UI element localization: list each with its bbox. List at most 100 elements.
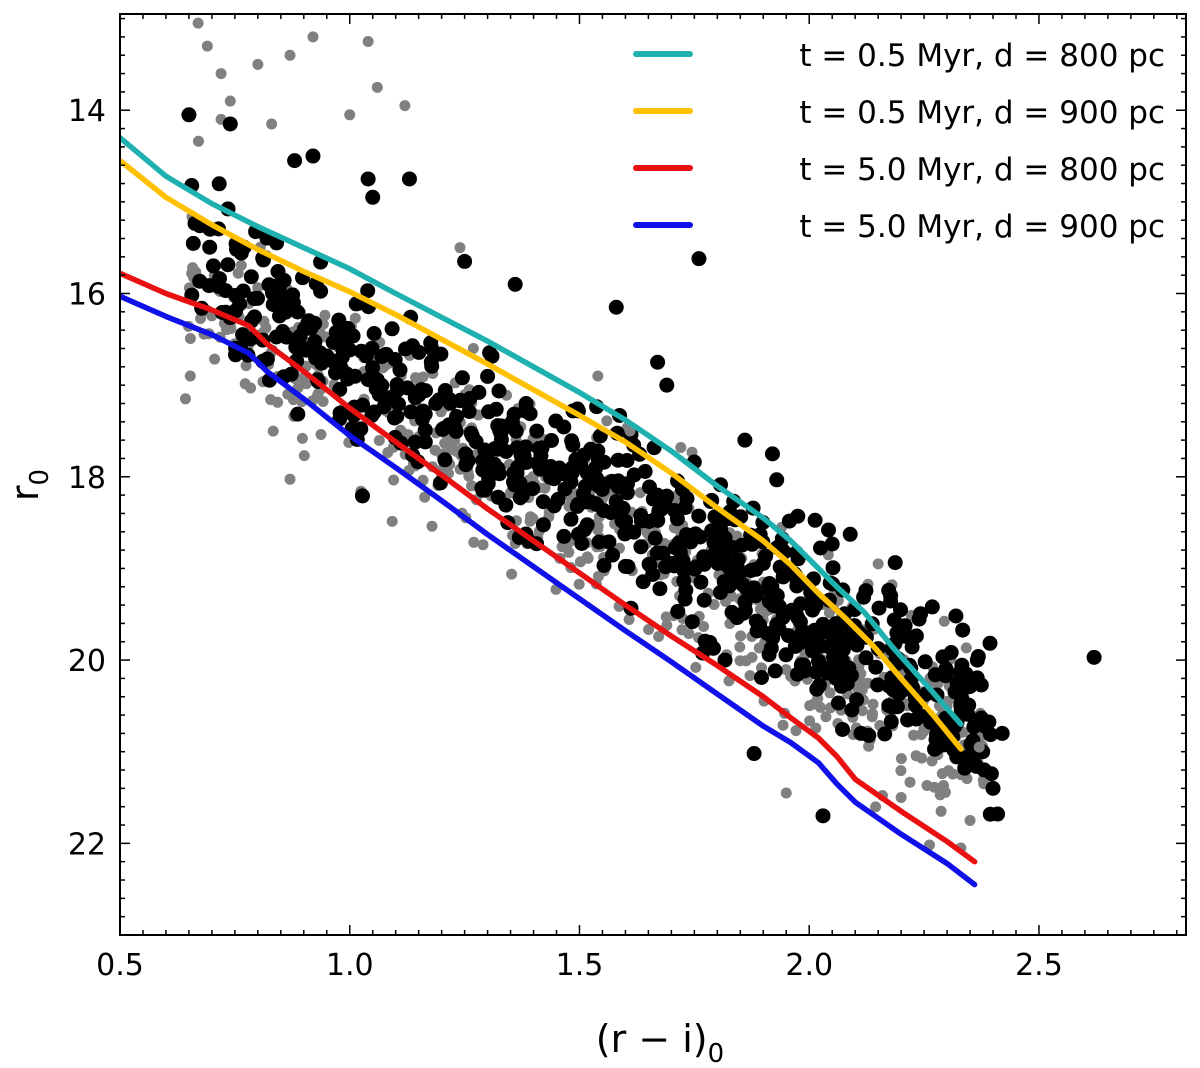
scatter-point-gray bbox=[266, 118, 278, 130]
scatter-point-gray bbox=[643, 624, 655, 635]
y-tick-label: 22 bbox=[68, 827, 106, 862]
scatter-point-black bbox=[308, 350, 324, 366]
scatter-point-black bbox=[781, 513, 797, 529]
scatter-point-black bbox=[441, 391, 457, 407]
scatter-point-gray bbox=[804, 715, 816, 727]
scatter-point-gray bbox=[575, 556, 586, 568]
scatter-point-gray bbox=[180, 393, 191, 405]
scatter-point-gray bbox=[245, 382, 257, 394]
scatter-point-black bbox=[531, 440, 547, 456]
scatter-point-black bbox=[881, 678, 897, 694]
scatter-point-black bbox=[955, 622, 971, 638]
scatter-point-black bbox=[366, 326, 382, 341]
scatter-point-black bbox=[211, 176, 227, 192]
scatter-point-black bbox=[696, 549, 712, 565]
scatter-point-gray bbox=[870, 801, 882, 813]
scatter-point-black bbox=[858, 650, 874, 666]
scatter-point-gray bbox=[726, 590, 738, 602]
scatter-point-gray bbox=[195, 313, 207, 324]
scatter-point-gray bbox=[872, 558, 884, 570]
x-tick-label: 2.0 bbox=[785, 948, 833, 983]
scatter-point-black bbox=[364, 340, 380, 356]
scatter-point-black bbox=[243, 269, 259, 285]
scatter-point-black bbox=[737, 595, 753, 611]
scatter-point-black bbox=[743, 563, 759, 578]
scatter-point-black bbox=[792, 635, 808, 651]
scatter-point-gray bbox=[744, 670, 756, 682]
scatter-point-black bbox=[825, 560, 841, 576]
series-line-3 bbox=[120, 270, 978, 865]
scatter-point-gray bbox=[193, 135, 204, 147]
scatter-point-gray bbox=[466, 480, 477, 492]
scatter-point-black bbox=[641, 556, 657, 572]
scatter-point-black bbox=[830, 695, 846, 711]
scatter-point-black bbox=[605, 547, 620, 563]
scatter-point-black bbox=[935, 649, 951, 665]
scatter-point-black bbox=[952, 664, 968, 680]
scatter-point-black bbox=[889, 625, 905, 641]
scatter-point-black bbox=[457, 253, 473, 269]
scatter-point-black bbox=[769, 472, 785, 488]
scatter-point-black bbox=[929, 727, 944, 742]
scatter-point-black bbox=[484, 348, 500, 364]
scatter-point-gray bbox=[362, 35, 374, 47]
scatter-point-black bbox=[588, 459, 604, 475]
scatter-point-gray bbox=[287, 394, 299, 406]
scatter-point-black bbox=[808, 597, 824, 613]
scatter-point-black bbox=[301, 313, 317, 329]
scatter-point-black bbox=[887, 555, 903, 571]
scatter-point-black bbox=[615, 500, 631, 516]
scatter-point-gray bbox=[252, 58, 264, 70]
scatter-point-black bbox=[813, 638, 829, 654]
scatter-point-gray bbox=[740, 655, 752, 667]
scatter-point-black bbox=[843, 667, 859, 683]
scatter-point-black bbox=[579, 517, 595, 533]
scatter-point-black bbox=[403, 404, 419, 420]
scatter-point-black bbox=[990, 806, 1006, 822]
scatter-point-black bbox=[490, 418, 506, 434]
scatter-point-black bbox=[886, 612, 902, 628]
scatter-point-black bbox=[474, 480, 490, 496]
scatter-point-gray bbox=[780, 664, 792, 676]
scatter-point-black bbox=[355, 488, 370, 504]
scatter-point-black bbox=[659, 488, 675, 504]
scatter-cloud-black bbox=[184, 176, 999, 822]
scatter-point-black bbox=[564, 433, 580, 449]
scatter-point-gray bbox=[467, 343, 479, 354]
scatter-point-black bbox=[220, 257, 236, 273]
scatter-point-black bbox=[323, 352, 339, 368]
scatter-point-black bbox=[821, 522, 836, 538]
x-axis-label-subscript: 0 bbox=[708, 1039, 725, 1068]
scatter-point-black bbox=[917, 654, 933, 670]
scatter-point-black bbox=[278, 304, 294, 320]
scatter-point-black bbox=[781, 628, 796, 644]
scatter-point-gray bbox=[698, 621, 710, 632]
scatter-point-black bbox=[829, 626, 845, 642]
y-axis-label-subscript: 0 bbox=[25, 469, 55, 486]
scatter-point-gray bbox=[623, 614, 635, 625]
scatter-point-gray bbox=[252, 282, 264, 294]
scatter-point-black bbox=[569, 498, 585, 514]
scatter-point-black bbox=[652, 581, 668, 597]
scatter-point-gray bbox=[525, 511, 536, 523]
scatter-point-black bbox=[637, 464, 653, 479]
scatter-point-black bbox=[670, 603, 686, 619]
scatter-point-gray bbox=[184, 370, 196, 382]
legend-label-2: t = 0.5 Myr, d = 900 pc bbox=[799, 95, 1165, 131]
scatter-point-black bbox=[653, 501, 669, 517]
scatter-point-black bbox=[601, 534, 617, 550]
scatter-point-black bbox=[596, 558, 612, 573]
scatter-point-black bbox=[589, 496, 605, 512]
scatter-point-black bbox=[764, 446, 780, 462]
scatter-point-gray bbox=[790, 725, 802, 737]
scatter-point-black bbox=[938, 668, 954, 684]
x-tick-label: 1.5 bbox=[556, 948, 604, 983]
scatter-point-black bbox=[369, 372, 385, 388]
scatter-point-black bbox=[384, 321, 400, 337]
scatter-point-gray bbox=[904, 776, 916, 788]
scatter-point-gray bbox=[947, 768, 959, 780]
scatter-point-black bbox=[332, 382, 348, 397]
scatter-point-gray bbox=[215, 68, 227, 80]
scatter-point-black bbox=[970, 649, 986, 664]
scatter-point-gray bbox=[852, 682, 864, 694]
